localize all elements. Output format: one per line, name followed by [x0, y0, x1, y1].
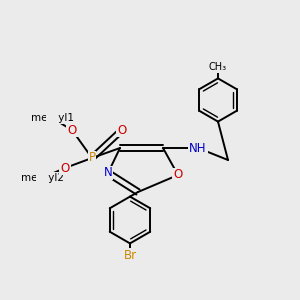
Text: P: P: [88, 152, 95, 164]
Text: Br: Br: [123, 249, 136, 262]
Text: O: O: [60, 161, 70, 175]
Text: Br: Br: [123, 249, 136, 262]
Text: O: O: [117, 124, 127, 136]
Text: N: N: [103, 167, 112, 179]
Text: methyl1: methyl1: [31, 113, 74, 123]
Text: O: O: [117, 124, 127, 136]
Text: O: O: [60, 161, 70, 175]
Text: P: P: [88, 152, 95, 164]
Text: NH: NH: [189, 142, 207, 154]
Text: O: O: [173, 169, 183, 182]
Text: O: O: [173, 169, 183, 182]
Text: NH: NH: [189, 142, 207, 154]
Text: N: N: [103, 167, 112, 179]
Text: methyl2: methyl2: [20, 173, 64, 183]
Text: CH₃: CH₃: [209, 62, 227, 72]
Text: O: O: [68, 124, 76, 136]
Text: O: O: [68, 124, 76, 136]
